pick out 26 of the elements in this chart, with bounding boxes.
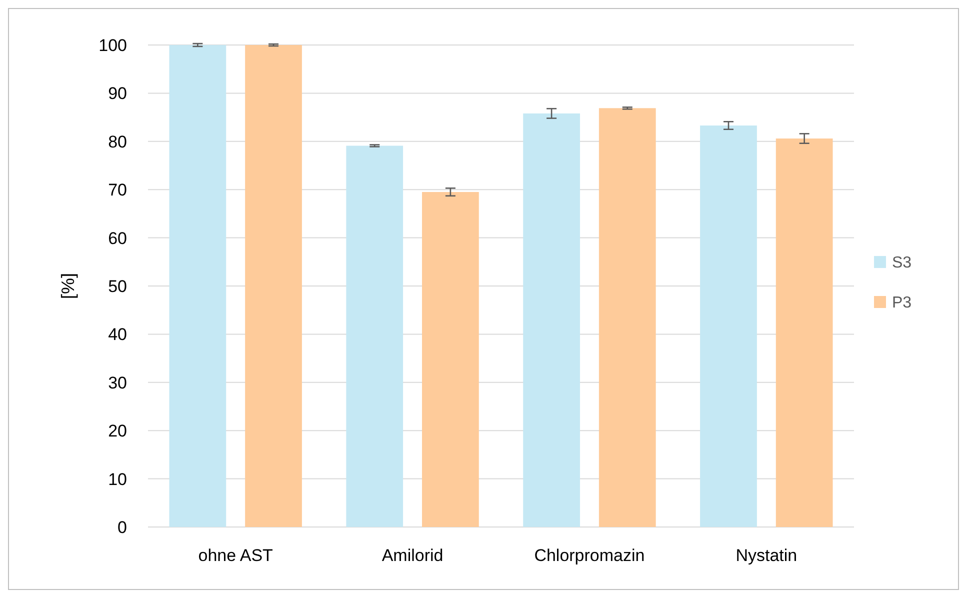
bar (422, 192, 479, 527)
y-tick-label: 70 (108, 180, 127, 200)
bar (346, 146, 404, 527)
x-tick-label: Amilorid (382, 546, 444, 565)
bar (776, 138, 833, 527)
x-tick-label: Nystatin (736, 546, 798, 565)
y-tick-label: 30 (108, 373, 127, 392)
bar (523, 113, 580, 527)
bar (169, 45, 226, 527)
y-tick-label: 90 (108, 84, 127, 104)
bar (700, 125, 757, 527)
y-tick-label: 100 (98, 36, 127, 55)
legend-label: S3 (892, 254, 912, 272)
y-tick-label: 40 (108, 325, 127, 344)
bar (598, 108, 656, 527)
x-tick-label: Chlorpromazin (534, 546, 645, 565)
y-tick-label: 10 (108, 470, 127, 489)
y-tick-label: 60 (108, 228, 127, 248)
legend-label: P3 (892, 294, 912, 312)
y-tick-label: 20 (108, 422, 127, 441)
y-tick-label: 0 (118, 518, 127, 537)
y-tick-label: 50 (108, 276, 127, 296)
x-tick-label: ohne AST (198, 546, 273, 565)
bar (245, 45, 302, 527)
y-axis-title: [%] (58, 272, 78, 300)
y-tick-label: 80 (108, 132, 127, 152)
